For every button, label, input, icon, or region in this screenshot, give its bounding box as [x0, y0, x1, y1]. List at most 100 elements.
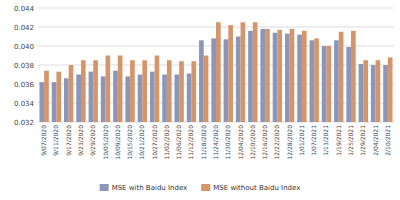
- legend-swatch: [100, 184, 109, 191]
- bar: [290, 29, 295, 122]
- x-tick-label: 9/23/2020: [77, 125, 84, 156]
- bar: [142, 60, 147, 122]
- x-tick-label: 10/27/2020: [151, 125, 158, 160]
- bar: [204, 56, 209, 123]
- x-tick-label: 1/01/2021: [298, 125, 305, 156]
- x-tick-label: 11/06/2020: [175, 125, 182, 160]
- x-tick-label: 9/17/2020: [65, 125, 72, 156]
- bar: [39, 82, 44, 122]
- bar: [113, 71, 118, 122]
- bar: [339, 32, 344, 122]
- bar: [118, 56, 123, 123]
- bar: [125, 76, 130, 122]
- x-tick-label: 12/04/2020: [237, 125, 244, 160]
- x-tick-label: 2/10/2021: [384, 125, 391, 156]
- x-tick-label: 12/16/2020: [261, 125, 268, 160]
- bar: [371, 65, 376, 122]
- bar: [277, 30, 282, 122]
- bar: [199, 40, 204, 122]
- y-tick-label: 0.032: [14, 119, 34, 127]
- bar: [64, 78, 69, 122]
- grid-line: [38, 8, 394, 9]
- bar: [273, 33, 278, 122]
- y-tick-label: 0.044: [14, 5, 35, 13]
- y-tick-label: 0.036: [14, 81, 35, 89]
- x-tick-label: 11/24/2020: [212, 125, 219, 160]
- y-tick-label: 0.038: [14, 62, 34, 70]
- x-tick-label: 10/05/2020: [102, 125, 109, 160]
- x-tick-label: 11/30/2020: [224, 125, 231, 160]
- bar: [155, 56, 160, 123]
- bar: [241, 22, 246, 122]
- x-tick-label: 12/28/2020: [286, 125, 293, 160]
- bar: [101, 76, 106, 122]
- bar: [106, 56, 111, 123]
- bar: [69, 65, 74, 122]
- bar: [265, 29, 270, 122]
- bar: [260, 29, 265, 122]
- bar: [150, 72, 155, 122]
- x-tick-label: 1/25/2021: [347, 125, 354, 156]
- bar: [297, 35, 302, 122]
- bar: [130, 60, 135, 122]
- grid: [38, 8, 394, 122]
- x-tick-label: 10/09/2020: [114, 125, 121, 160]
- x-tick-label: 1/13/2021: [322, 125, 329, 156]
- y-tick-label: 0.040: [14, 43, 34, 51]
- x-tick-label: 11/18/2020: [200, 125, 207, 160]
- bar: [383, 65, 388, 122]
- x-tick-label: 12/22/2020: [273, 125, 280, 160]
- legend-label: MSE with Baidu Index: [112, 184, 188, 192]
- bar: [93, 60, 98, 122]
- x-tick-label: 2/04/2021: [372, 125, 379, 156]
- bar: [285, 34, 290, 122]
- x-tick-label: 9/07/2020: [40, 125, 47, 156]
- legend-swatch: [201, 184, 210, 191]
- y-tick-label: 0.034: [14, 100, 35, 108]
- bar: [191, 61, 196, 122]
- y-tick-label: 0.042: [14, 24, 34, 32]
- bar: [211, 38, 216, 122]
- bar: [388, 57, 393, 122]
- bar: [346, 47, 351, 122]
- bar: [175, 75, 180, 123]
- bar: [322, 46, 327, 122]
- bar: [302, 31, 307, 122]
- bar: [236, 37, 241, 123]
- bar: [216, 22, 221, 122]
- bar: [52, 82, 57, 122]
- bars: [39, 22, 392, 122]
- bar: [363, 60, 368, 122]
- legend-label: MSE without Baidu Index: [213, 184, 300, 192]
- bar: [376, 60, 381, 122]
- x-tick-label: 9/29/2020: [89, 125, 96, 156]
- bar: [187, 74, 192, 122]
- chart: 0.032 0.034 0.036 0.038 0.040 0.042 0.044 9/07/…: [0, 0, 400, 200]
- bar: [228, 25, 233, 122]
- bar: [248, 31, 253, 122]
- bar: [81, 60, 86, 122]
- bar: [224, 39, 229, 122]
- bar: [167, 60, 172, 122]
- x-tick-label: 11/02/2020: [163, 125, 170, 160]
- bar: [138, 75, 143, 123]
- bar: [76, 75, 81, 123]
- x-tick-label: 1/07/2021: [310, 125, 317, 156]
- bar: [314, 38, 319, 122]
- bar: [89, 72, 94, 122]
- bar: [326, 46, 331, 122]
- bar: [253, 22, 258, 122]
- bar: [56, 72, 61, 122]
- bar: [359, 64, 364, 122]
- x-tick-label: 12/10/2020: [249, 125, 256, 160]
- x-tick-label: 1/29/2021: [359, 125, 366, 156]
- bar: [44, 71, 49, 122]
- x-tick-label: 10/21/2020: [138, 125, 145, 160]
- x-tick-label: 9/11/2020: [52, 125, 59, 156]
- x-tick-label: 1/19/2021: [335, 125, 342, 156]
- bar: [351, 31, 356, 122]
- bar: [334, 40, 339, 122]
- legend: MSE with Baidu Index MSE without Baidu In…: [100, 184, 301, 192]
- bar: [162, 75, 167, 123]
- bar: [179, 61, 184, 122]
